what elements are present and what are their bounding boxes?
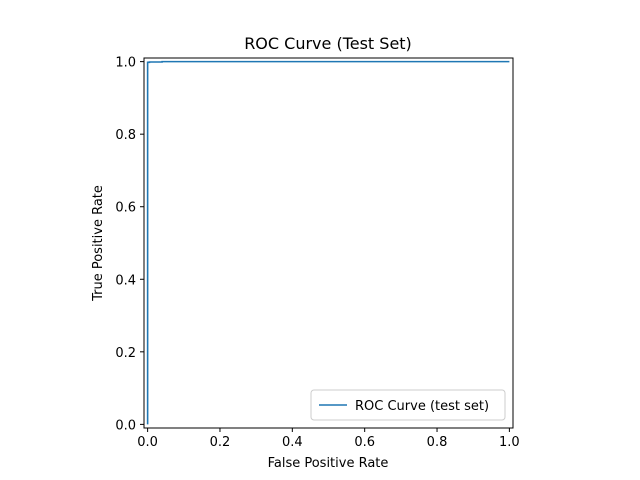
x-tick-label: 0.8 xyxy=(427,435,448,450)
y-tick-label: 0.6 xyxy=(115,201,136,216)
chart-title: ROC Curve (Test Set) xyxy=(244,34,412,53)
x-tick-label: 0.0 xyxy=(137,435,158,450)
plot-frame xyxy=(143,57,514,429)
x-tick-label: 0.4 xyxy=(282,435,303,450)
series-layer xyxy=(146,60,510,425)
legend: ROC Curve (test set) xyxy=(310,389,506,421)
y-tick-label: 0.0 xyxy=(115,418,136,433)
x-axis-ticks: 0.0 0.2 0.4 0.6 0.8 1.0 xyxy=(137,428,520,450)
x-tick-label: 1.0 xyxy=(499,435,520,450)
y-axis-label: True Positive Rate xyxy=(91,185,106,302)
roc-curve-line xyxy=(146,60,510,425)
x-tick-label: 0.6 xyxy=(354,435,375,450)
y-axis-ticks: 0.0 0.2 0.4 0.6 0.8 1.0 xyxy=(115,56,144,433)
y-tick-label: 1.0 xyxy=(115,56,136,71)
x-tick-label: 0.2 xyxy=(210,435,231,450)
y-tick-label: 0.8 xyxy=(115,128,136,143)
legend-entry-label: ROC Curve (test set) xyxy=(355,399,489,414)
plot-area xyxy=(143,57,514,429)
x-axis-label: False Positive Rate xyxy=(268,456,389,471)
y-tick-label: 0.2 xyxy=(115,346,136,361)
legend-box xyxy=(310,389,506,421)
y-tick-label: 0.4 xyxy=(115,273,136,288)
